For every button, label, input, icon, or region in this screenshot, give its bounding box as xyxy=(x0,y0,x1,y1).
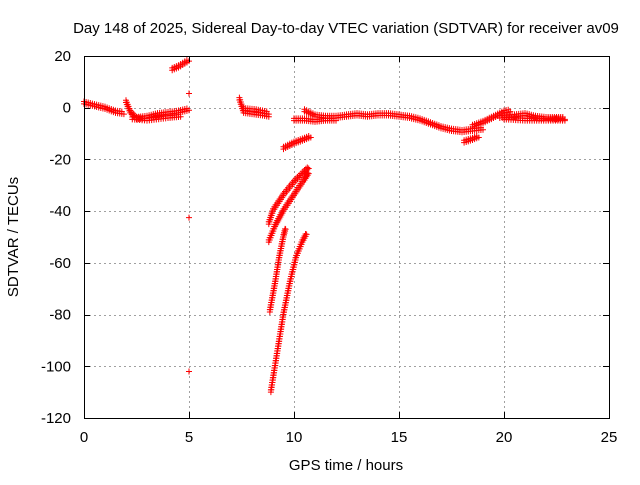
chart-title: Day 148 of 2025, Sidereal Day-to-day VTE… xyxy=(73,20,619,37)
data-point-229 xyxy=(265,111,272,118)
x-axis-label: GPS time / hours xyxy=(289,457,403,474)
x-tick-label-4: 20 xyxy=(496,429,513,446)
y-tick-label-5: -20 xyxy=(49,151,71,168)
grid-lines xyxy=(84,56,609,418)
data-point-809 xyxy=(480,126,486,133)
x-tick-label-2: 10 xyxy=(286,429,303,446)
y-tick-label-3: -60 xyxy=(49,255,71,272)
data-point-569 xyxy=(303,231,310,238)
data-point-290 xyxy=(305,165,312,172)
data-point-975 xyxy=(561,117,568,124)
data-point-977 xyxy=(186,214,192,221)
data-point-150 xyxy=(177,113,184,120)
data-points xyxy=(81,57,568,396)
y-tick-label-0: -120 xyxy=(41,410,71,427)
data-point-38 xyxy=(120,111,127,118)
y-tick-label-4: -40 xyxy=(49,203,71,220)
plot-frame xyxy=(84,56,610,419)
data-point-107 xyxy=(186,107,192,114)
x-tick-label-1: 5 xyxy=(185,429,193,446)
y-tick-label-7: 20 xyxy=(54,48,71,65)
x-tick-label-5: 25 xyxy=(601,429,618,446)
data-point-434 xyxy=(282,226,289,233)
data-point-976 xyxy=(186,90,192,97)
axis-ticks: 0 5 10 15 20 25 -120 -100 -80 -60 -40 -20 0 20 xyxy=(41,48,617,446)
data-point-289 xyxy=(304,164,311,171)
data-point-824 xyxy=(475,134,482,141)
y-tick-label-6: 0 xyxy=(63,100,71,117)
data-point-360 xyxy=(304,169,311,176)
data-point-361 xyxy=(305,170,312,177)
data-point-978 xyxy=(186,368,192,375)
x-tick-label-3: 15 xyxy=(391,429,408,446)
data-point-861 xyxy=(507,108,514,115)
x-tick-label-0: 0 xyxy=(80,429,88,446)
data-point-596 xyxy=(307,134,314,141)
y-tick-label-1: -100 xyxy=(41,358,71,375)
y-axis-label: SDTVAR / TECUs xyxy=(5,177,22,297)
y-tick-label-2: -80 xyxy=(49,307,71,324)
